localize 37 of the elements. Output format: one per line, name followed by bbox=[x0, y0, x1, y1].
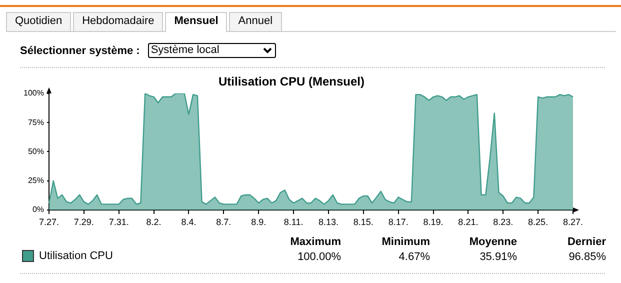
text: Maximum bbox=[289, 236, 341, 248]
text: 4.67% bbox=[398, 251, 430, 263]
x-tick-label: 7.29. bbox=[74, 216, 94, 227]
text: 96.85% bbox=[568, 251, 606, 263]
x-tick-label: 7.27. bbox=[38, 216, 60, 227]
x-tick-label: 8.4. bbox=[181, 216, 196, 227]
x-tick-label: 8.9. bbox=[251, 216, 266, 227]
x-tick-label: 8.27. bbox=[562, 216, 584, 227]
text: 100.00% bbox=[296, 251, 341, 263]
text: Hebdomadaire bbox=[73, 12, 164, 31]
y-tick-label: 75% bbox=[28, 118, 44, 127]
x-tick-label: 7.31. bbox=[108, 216, 129, 227]
x-tick-label: 8.17. bbox=[388, 216, 408, 227]
chart-title: Utilisation CPU (Mensuel) bbox=[218, 74, 365, 89]
text: Minimum bbox=[380, 236, 430, 248]
y-tick-label: 0% bbox=[32, 205, 44, 214]
text: Annuel bbox=[229, 12, 282, 31]
x-tick-label: 8.23. bbox=[493, 216, 514, 227]
text: Mensuel bbox=[165, 12, 228, 32]
text: Moyenne bbox=[469, 236, 517, 248]
legend-label: Utilisation CPU bbox=[39, 250, 113, 262]
text: 35.91% bbox=[480, 251, 517, 263]
x-tick-label: 8.19. bbox=[423, 216, 444, 227]
y-tick-label: 25% bbox=[28, 176, 44, 186]
y-tick-label: 100% bbox=[24, 88, 44, 98]
x-tick-label: 8.2. bbox=[146, 216, 162, 227]
x-tick-label: 8.7. bbox=[216, 216, 232, 227]
x-tick-label: 8.15. bbox=[353, 216, 374, 227]
x-tick-label: 8.11. bbox=[284, 216, 304, 227]
text: Quotidien bbox=[6, 12, 72, 31]
x-tick-label: 8.25. bbox=[528, 216, 548, 227]
text: Sélectionner système : bbox=[20, 44, 140, 56]
x-tick-label: 8.13. bbox=[318, 216, 338, 227]
y-tick-label: 50% bbox=[28, 146, 44, 156]
x-tick-label: 8.21. bbox=[458, 216, 478, 227]
text: Système local bbox=[150, 44, 220, 56]
text: Dernier bbox=[566, 236, 606, 248]
